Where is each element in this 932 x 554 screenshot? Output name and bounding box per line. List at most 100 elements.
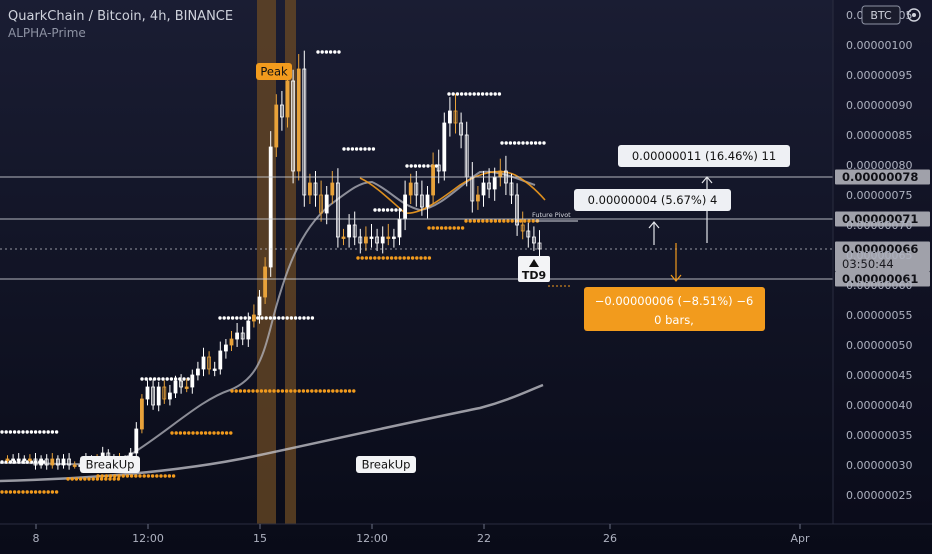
currency-badge[interactable] <box>861 5 901 25</box>
candle-body <box>151 386 156 406</box>
candle-body <box>167 392 172 400</box>
candle-body <box>27 458 32 461</box>
pivot-dot <box>417 164 422 168</box>
pivot-dot <box>337 50 341 54</box>
pivot-dot <box>476 219 481 223</box>
pivot-dot <box>472 92 476 96</box>
pivot-dot <box>134 474 138 478</box>
pivot-dot <box>96 474 100 478</box>
candle-body <box>279 104 284 118</box>
pivot-dot <box>284 389 289 393</box>
pivot-dot <box>352 389 356 393</box>
pivot-dot <box>8 430 13 434</box>
candle-body <box>240 332 245 340</box>
candle-body <box>324 194 329 214</box>
candle-body <box>419 194 424 208</box>
pivot-dot <box>431 226 435 230</box>
time-tick-label: 15 <box>253 532 267 545</box>
measure-box-box <box>618 145 790 167</box>
candle-body <box>498 170 503 178</box>
price-level-tag[interactable] <box>835 241 930 272</box>
candle-body <box>56 458 60 466</box>
pivot-dot <box>148 377 153 381</box>
pivot-dot <box>320 50 324 54</box>
price-tick-label: 0.00000045 <box>846 369 912 382</box>
candle-body <box>145 386 150 400</box>
pivot-dot <box>54 430 59 434</box>
bar-countdown-label: 03:50:44 <box>842 257 894 271</box>
candle-body <box>475 194 480 202</box>
pivot-dot <box>504 141 508 145</box>
pivot-dot <box>21 430 25 434</box>
candle-body <box>39 458 43 466</box>
price-level-label: 0.00000078 <box>842 170 918 184</box>
price-tick-label: 0.00000060 <box>846 279 912 292</box>
price-tick-label: 0.00000030 <box>846 459 912 472</box>
pivot-dot <box>385 256 390 260</box>
settings-gear-icon[interactable] <box>907 8 921 22</box>
pivot-dot <box>318 389 322 393</box>
measure-box-text: 0.00000011 (16.46%) 11 <box>632 149 776 163</box>
pivot-dot <box>394 208 398 212</box>
price-tick-label: 0.00000055 <box>846 309 912 322</box>
price-level-tag[interactable] <box>835 271 930 287</box>
pivot-dot <box>74 477 79 481</box>
candle-body <box>520 224 525 232</box>
pivot-dot <box>343 389 348 393</box>
price-axis-bg <box>833 0 932 524</box>
candle-body <box>184 386 189 389</box>
pivot-dot <box>335 389 339 393</box>
peak-label-text: Peak <box>260 65 288 79</box>
pivot-dot <box>289 316 294 320</box>
measure-box-text: 0.00000004 (5.67%) 4 <box>588 193 718 207</box>
pivot-dot <box>268 389 272 393</box>
pivot-dot <box>435 226 440 230</box>
pivot-dot <box>163 474 167 478</box>
pivot-dot <box>259 389 264 393</box>
time-axis[interactable]: 8 12:00 15 12:00 22 26 Apr <box>33 524 810 545</box>
candle-body <box>156 386 161 406</box>
pivot-dot <box>25 430 29 434</box>
candle-body <box>5 458 10 461</box>
price-level-tag[interactable] <box>835 211 930 227</box>
pivot-dot <box>280 389 285 393</box>
price-axis[interactable]: 0.00000025 0.00000030 0.00000035 0.00000040… <box>846 9 912 502</box>
pivot-dot <box>0 490 4 494</box>
candle-body <box>190 374 195 388</box>
up-arrow-icon <box>529 259 539 267</box>
candle-body <box>251 314 256 322</box>
future-pivot-label: Future Pivot <box>532 211 571 219</box>
time-tick-label: 22 <box>477 532 491 545</box>
candle-body <box>201 356 206 370</box>
pivot-dot <box>277 316 281 320</box>
pivot-dot <box>138 474 142 478</box>
pivot-dot <box>12 430 17 434</box>
measure-box-orange-line1: −0.00000006 (−8.51%) −6 <box>595 294 754 308</box>
pivot-dot <box>144 377 148 381</box>
candle-body <box>447 110 452 124</box>
pivot-dot <box>531 219 535 223</box>
pivot-dot <box>212 431 216 435</box>
pivot-dot <box>377 256 381 260</box>
pivot-dot <box>439 226 444 230</box>
pivot-dot <box>409 164 413 168</box>
time-tick-label: 8 <box>33 532 40 545</box>
pivot-dot <box>527 219 531 223</box>
pivot-dot <box>87 477 91 481</box>
pivot-dot <box>517 141 521 145</box>
pivot-dot <box>0 460 4 464</box>
pivot-dot <box>468 92 472 96</box>
candle-body <box>212 368 217 371</box>
pivot-dot <box>413 164 418 168</box>
candle-body <box>235 332 240 340</box>
pivot-dot <box>46 490 50 494</box>
candle-body <box>509 182 514 196</box>
price-level-tag[interactable] <box>835 169 930 185</box>
candle-body <box>16 458 21 461</box>
pivot-dot <box>508 141 513 145</box>
pivot-dot <box>538 141 542 145</box>
td9-box <box>518 256 550 282</box>
pivot-dot <box>264 316 268 320</box>
